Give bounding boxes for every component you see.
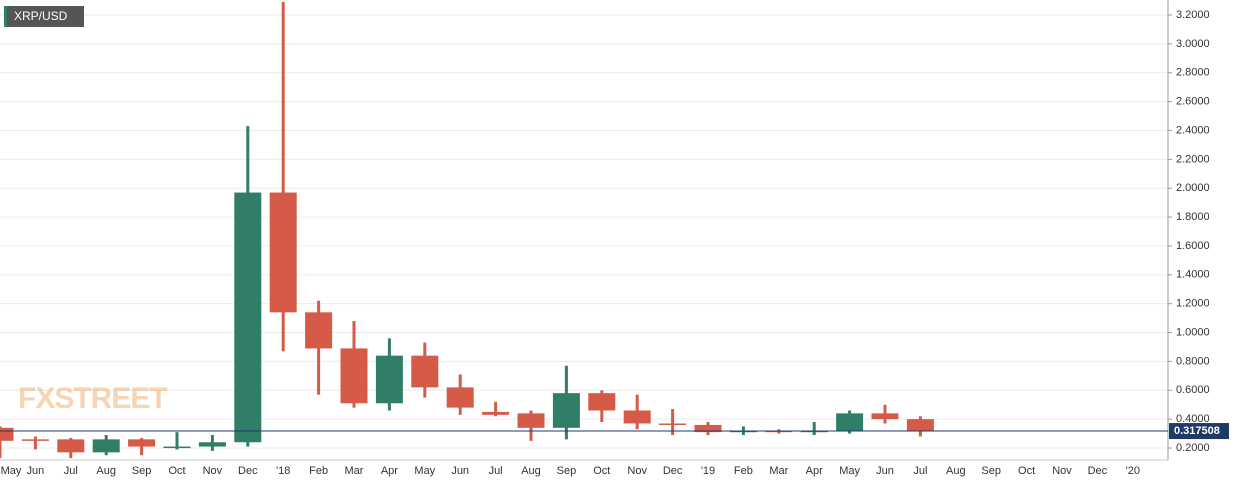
candle-body: [871, 413, 899, 420]
x-tick-label: Jun: [27, 465, 45, 477]
x-tick-label: Oct: [593, 465, 610, 477]
candle-body: [588, 393, 616, 411]
x-tick-label: Jun: [876, 465, 894, 477]
x-tick-label: Nov: [203, 465, 223, 477]
x-tick-label: Nov: [627, 465, 647, 477]
candle-body: [375, 355, 403, 404]
watermark: FXSTREET: [18, 382, 167, 415]
x-tick-label: Feb: [309, 465, 328, 477]
candle-body: [0, 427, 14, 441]
x-tick-label: Jul: [913, 465, 927, 477]
candle-body: [694, 424, 722, 433]
x-tick-label: Apr: [806, 465, 823, 477]
x-tick-label: Jul: [489, 465, 503, 477]
x-tick-label: May: [414, 465, 435, 477]
candle-body: [906, 419, 934, 431]
candle-body: [482, 411, 510, 415]
y-tick-label: 1.0000: [1176, 326, 1210, 338]
candle-body: [92, 439, 120, 453]
price-label: 0.317508: [1174, 425, 1220, 437]
x-tick-label: Nov: [1052, 465, 1072, 477]
title-accent: [4, 6, 7, 27]
candle-body: [305, 312, 333, 349]
x-tick-label: Mar: [345, 465, 364, 477]
x-tick-label: Sep: [132, 465, 152, 477]
candle-body: [411, 355, 439, 388]
y-tick-label: 2.6000: [1176, 96, 1210, 108]
x-tick-label: '18: [276, 465, 290, 477]
x-tick-label: May: [839, 465, 860, 477]
title-badge: [4, 6, 84, 27]
x-tick-label: Aug: [96, 465, 116, 477]
candle-body: [57, 439, 85, 453]
y-tick-label: 2.2000: [1176, 153, 1210, 165]
candle-body: [340, 348, 368, 404]
x-tick-label: Sep: [557, 465, 577, 477]
y-tick-label: 0.4000: [1176, 413, 1210, 425]
y-tick-label: 2.0000: [1176, 182, 1210, 194]
y-tick-label: 2.4000: [1176, 124, 1210, 136]
y-tick-label: 1.4000: [1176, 269, 1210, 281]
candle-body: [517, 413, 545, 428]
x-tick-label: Oct: [1018, 465, 1035, 477]
x-tick-label: Feb: [734, 465, 753, 477]
x-tick-label: '20: [1126, 465, 1140, 477]
x-tick-label: Jun: [451, 465, 469, 477]
x-tick-label: Apr: [381, 465, 398, 477]
candle-body: [659, 423, 687, 425]
candle-body: [163, 446, 191, 449]
candle-body: [128, 439, 156, 447]
candle-body: [269, 192, 297, 313]
y-tick-label: 1.6000: [1176, 240, 1210, 252]
x-tick-label: '19: [701, 465, 715, 477]
x-tick-label: Dec: [663, 465, 683, 477]
y-tick-label: 0.8000: [1176, 355, 1210, 367]
chart-title: XRP/USD: [14, 9, 68, 23]
x-tick-label: Aug: [946, 465, 966, 477]
y-tick-label: 2.8000: [1176, 67, 1210, 79]
y-tick-label: 3.2000: [1176, 9, 1210, 21]
candle-body: [234, 192, 262, 443]
y-tick-label: 1.8000: [1176, 211, 1210, 223]
candle-body: [552, 393, 580, 428]
y-tick-label: 1.2000: [1176, 298, 1210, 310]
x-tick-label: Sep: [981, 465, 1001, 477]
price-badge: [1169, 423, 1229, 440]
x-tick-label: Dec: [238, 465, 258, 477]
x-tick-label: Aug: [521, 465, 541, 477]
candle-body: [836, 413, 864, 431]
y-tick-label: 0.2000: [1176, 442, 1210, 454]
x-tick-label: May: [1, 465, 22, 477]
candle-body: [198, 442, 226, 447]
x-tick-label: Mar: [769, 465, 788, 477]
y-tick-label: 3.0000: [1176, 38, 1210, 50]
candle-body: [21, 439, 49, 441]
y-tick-label: 0.6000: [1176, 384, 1210, 396]
candle-body: [623, 410, 651, 424]
candle-body: [446, 387, 474, 408]
x-tick-label: Dec: [1088, 465, 1108, 477]
x-tick-label: Oct: [168, 465, 185, 477]
x-tick-label: Jul: [64, 465, 78, 477]
